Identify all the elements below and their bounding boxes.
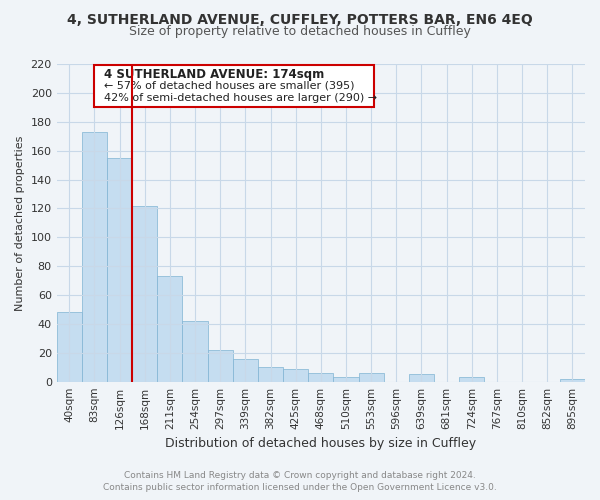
Bar	[182, 321, 208, 382]
Bar	[409, 374, 434, 382]
Bar	[334, 378, 359, 382]
Text: ← 57% of detached houses are smaller (395): ← 57% of detached houses are smaller (39…	[104, 80, 355, 90]
Bar	[258, 367, 283, 382]
Bar	[459, 378, 484, 382]
X-axis label: Distribution of detached houses by size in Cuffley: Distribution of detached houses by size …	[165, 437, 476, 450]
Text: 4 SUTHERLAND AVENUE: 174sqm: 4 SUTHERLAND AVENUE: 174sqm	[104, 68, 325, 81]
FancyBboxPatch shape	[94, 64, 374, 107]
Bar	[56, 312, 82, 382]
Text: 4, SUTHERLAND AVENUE, CUFFLEY, POTTERS BAR, EN6 4EQ: 4, SUTHERLAND AVENUE, CUFFLEY, POTTERS B…	[67, 12, 533, 26]
Text: Contains HM Land Registry data © Crown copyright and database right 2024.
Contai: Contains HM Land Registry data © Crown c…	[103, 471, 497, 492]
Bar	[308, 373, 334, 382]
Bar	[283, 368, 308, 382]
Bar	[82, 132, 107, 382]
Bar	[208, 350, 233, 382]
Bar	[359, 373, 384, 382]
Bar	[233, 358, 258, 382]
Bar	[107, 158, 132, 382]
Bar	[132, 206, 157, 382]
Text: 42% of semi-detached houses are larger (290) →: 42% of semi-detached houses are larger (…	[104, 93, 377, 103]
Text: Size of property relative to detached houses in Cuffley: Size of property relative to detached ho…	[129, 25, 471, 38]
Bar	[560, 379, 585, 382]
Y-axis label: Number of detached properties: Number of detached properties	[15, 135, 25, 310]
Bar	[157, 276, 182, 382]
